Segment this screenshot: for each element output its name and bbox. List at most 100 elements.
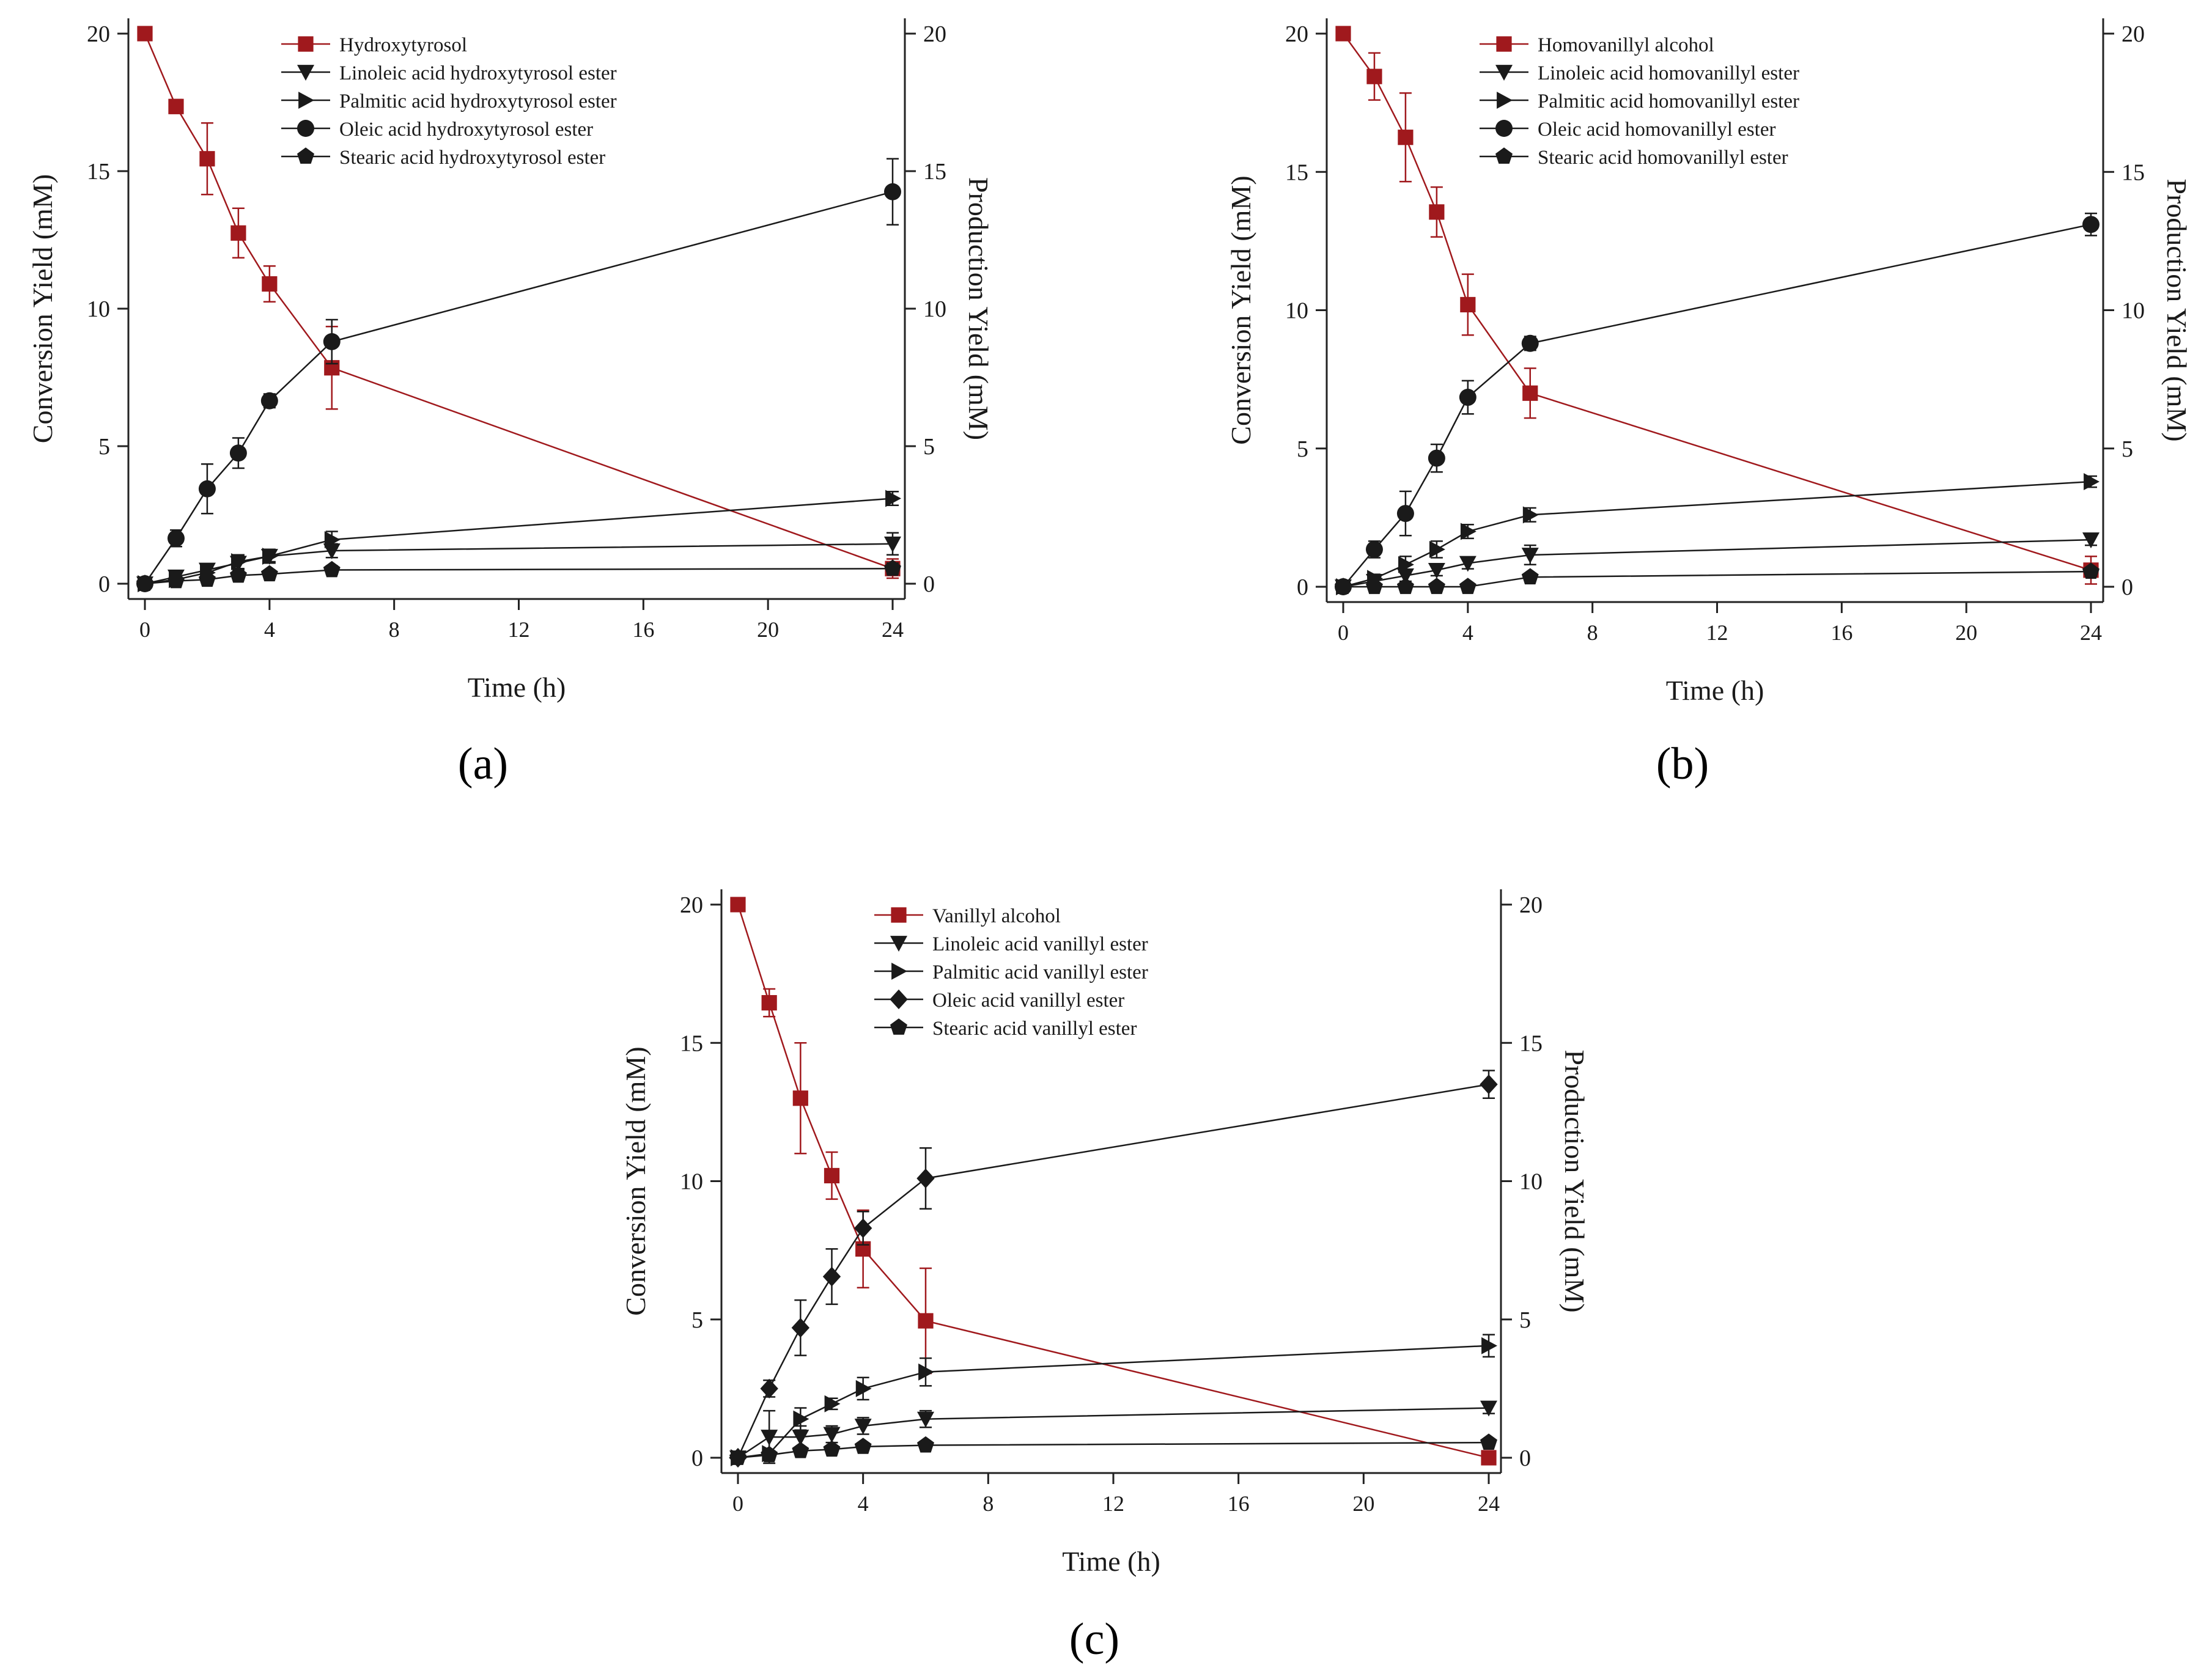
point-c-1-3: [823, 1427, 841, 1443]
point-c-3-5: [916, 1168, 935, 1189]
chart-panel-b: 0 4 8 12 16 20 24 0 0 5 5 10 10 15 15 20 20 Time (h) Conve…: [1225, 18, 2192, 706]
point-b-0-1: [1366, 68, 1382, 84]
point-c-0-5: [918, 1313, 934, 1329]
legend-label-a-0: Hydroxytyrosol: [339, 34, 467, 56]
y-axis-label-left-a: Conversion Yield (mM): [27, 174, 58, 443]
series-line-c-1: [737, 1407, 1489, 1459]
series-c-4: [729, 1433, 1497, 1465]
y-tick-label-right-b-1: 5: [2122, 436, 2133, 462]
point-a-4-2: [198, 570, 216, 587]
y-tick-label-right-c-1: 5: [1519, 1307, 1531, 1333]
legend-label-b-4: Stearic acid homovanillyl ester: [1538, 147, 1788, 169]
legend-label-a-4: Stearic acid hydroxytyrosol ester: [339, 147, 605, 169]
y-tick-label-left-c-2: 10: [680, 1169, 703, 1195]
chart-panel-c: 0 4 8 12 16 20 24 0 0 5 5 10 10 15 15 20 20 Time (h) Conve…: [620, 889, 1590, 1577]
point-c-4-6: [1480, 1433, 1497, 1450]
y-tick-label-right-b-3: 15: [2122, 160, 2145, 185]
x-axis-label-b: Time (h): [1666, 675, 1764, 706]
y-tick-label-right-c-2: 10: [1519, 1169, 1543, 1195]
x-tick-label-c-4: 16: [1228, 1491, 1250, 1516]
y-tick-label-right-c-0: 0: [1519, 1446, 1531, 1471]
y-axis-label-right-c: Production Yield (mM): [1559, 1049, 1590, 1312]
point-b-2-2: [1398, 556, 1414, 573]
point-a-3-5: [323, 333, 341, 350]
legend-marker-c-0: [891, 907, 907, 923]
y-axis-label-right-a: Production Yield (mM): [963, 177, 994, 440]
point-b-3-2: [1396, 505, 1414, 523]
point-c-1-4: [854, 1419, 872, 1435]
point-a-4-4: [260, 565, 278, 582]
legend-label-c-3: Oleic acid vanillyl ester: [932, 990, 1124, 1012]
y-tick-label-right-a-4: 20: [923, 21, 946, 47]
point-b-4-2: [1396, 578, 1414, 594]
series-line-a-4: [144, 568, 893, 585]
series-line-c-0: [737, 904, 1489, 1459]
series-line-b-3: [1343, 223, 2092, 587]
point-c-2-4: [855, 1380, 872, 1397]
legend-b: Homovanillyl alcohol Linoleic acid homova…: [1480, 34, 1799, 169]
series-line-c-4: [737, 1441, 1489, 1459]
x-tick-label-c-5: 20: [1352, 1491, 1374, 1516]
point-a-4-3: [229, 566, 247, 583]
series-line-b-4: [1343, 570, 2092, 588]
point-a-3-4: [260, 392, 278, 410]
legend-marker-c-2: [891, 963, 907, 980]
panel-label-c: (c): [1069, 1614, 1120, 1664]
point-c-1-6: [1480, 1400, 1497, 1417]
legend-c: Vanillyl alcohol Linoleic acid vanillyl e…: [874, 905, 1148, 1040]
y-tick-label-left-b-0: 0: [1297, 575, 1308, 600]
point-b-0-3: [1429, 204, 1445, 220]
point-b-3-6: [2082, 216, 2100, 233]
point-a-4-6: [884, 559, 901, 576]
point-a-3-1: [167, 529, 185, 547]
x-axis-label-a: Time (h): [468, 672, 566, 703]
x-tick-label-a-0: 0: [139, 617, 150, 642]
point-a-0-0: [137, 26, 153, 42]
point-b-4-0: [1335, 578, 1352, 594]
point-b-0-4: [1460, 296, 1476, 313]
legend-label-b-1: Linoleic acid homovanillyl ester: [1538, 62, 1799, 84]
point-b-3-5: [1521, 334, 1539, 352]
legend-marker-c-4: [890, 1018, 907, 1035]
point-c-0-2: [792, 1090, 808, 1106]
point-a-0-1: [168, 98, 184, 114]
y-tick-label-left-b-1: 5: [1297, 436, 1308, 462]
y-tick-label-right-b-4: 20: [2122, 21, 2145, 47]
legend-label-c-4: Stearic acid vanillyl ester: [932, 1018, 1137, 1040]
point-b-2-6: [2084, 473, 2100, 491]
point-b-0-2: [1398, 130, 1414, 145]
legend-label-a-1: Linoleic acid hydroxytyrosol ester: [339, 62, 617, 84]
legend-label-c-0: Vanillyl alcohol: [932, 905, 1061, 927]
point-b-1-5: [1521, 548, 1539, 564]
legend-marker-c-1: [890, 936, 907, 952]
legend-marker-b-0: [1496, 36, 1512, 52]
point-b-2-5: [1522, 506, 1539, 524]
point-c-4-1: [761, 1446, 778, 1463]
point-c-4-3: [823, 1440, 841, 1457]
y-tick-label-right-a-0: 0: [923, 571, 935, 597]
x-tick-label-c-2: 8: [982, 1491, 994, 1516]
point-c-2-2: [793, 1410, 809, 1428]
y-tick-label-left-b-3: 15: [1285, 160, 1308, 185]
series-line-a-0: [144, 33, 893, 570]
x-tick-label-a-2: 8: [389, 617, 400, 642]
y-tick-label-left-c-0: 0: [691, 1446, 703, 1471]
point-a-2-3: [230, 553, 247, 570]
point-b-0-0: [1335, 26, 1351, 42]
y-axis-label-right-b: Production Yield (mM): [2161, 178, 2192, 441]
y-tick-label-left-c-4: 20: [680, 892, 703, 918]
x-tick-label-a-3: 12: [508, 617, 530, 642]
y-axis-label-left-b: Conversion Yield (mM): [1225, 175, 1256, 444]
y-tick-label-right-a-1: 5: [923, 434, 935, 460]
point-c-4-5: [917, 1436, 934, 1453]
legend-label-a-2: Palmitic acid hydroxytyrosol ester: [339, 90, 617, 112]
point-b-2-3: [1429, 540, 1445, 558]
y-tick-label-right-c-4: 20: [1519, 892, 1543, 918]
series-a-4: [136, 559, 901, 591]
chart-panel-a: 0 4 8 12 16 20 24 0 0 5 5 10 10 15 15 20 20 Time (h) Conve…: [27, 18, 994, 703]
point-a-2-4: [262, 548, 278, 565]
x-tick-label-a-5: 20: [757, 617, 779, 642]
point-c-0-3: [824, 1167, 840, 1184]
